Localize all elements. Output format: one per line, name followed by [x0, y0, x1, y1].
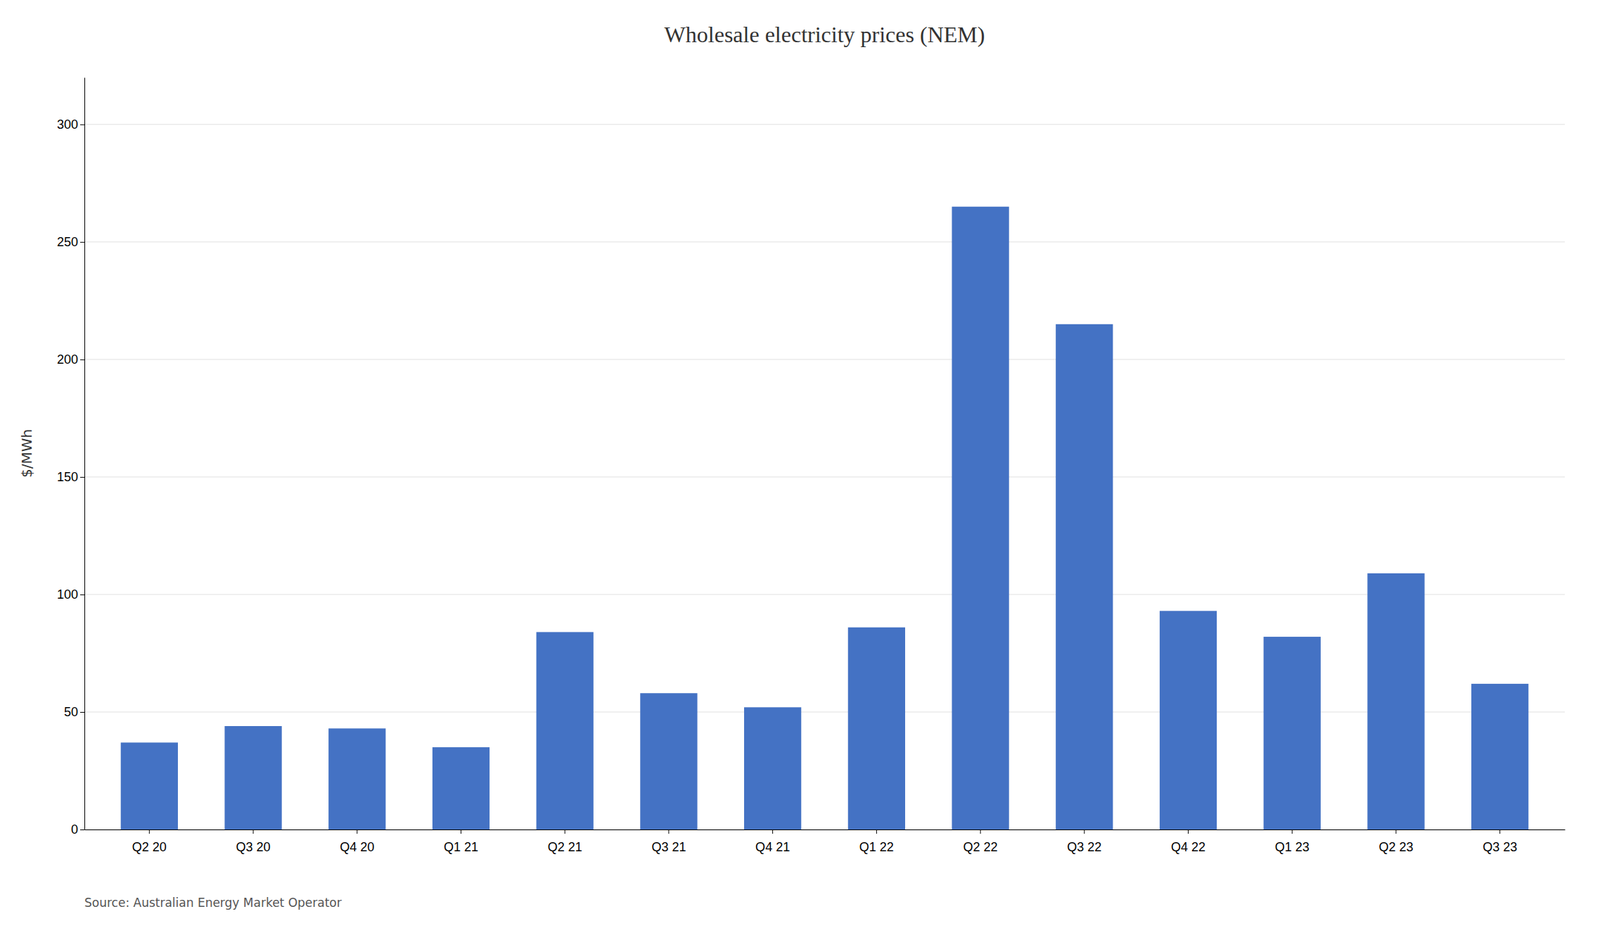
bars	[120, 206, 1529, 830]
x-tick-mark	[980, 829, 982, 834]
x-tick-label: Q1 23	[1275, 839, 1310, 854]
x-tick-mark	[876, 829, 878, 834]
grid-line	[84, 829, 1565, 830]
bar	[1471, 683, 1529, 830]
y-tick-label: 50	[64, 704, 79, 719]
bar	[640, 692, 697, 830]
bar	[848, 627, 906, 830]
x-tick-mark	[564, 829, 566, 834]
y-tick-mark	[80, 829, 85, 830]
y-tick: 150	[56, 469, 85, 484]
y-tick-label: 100	[56, 587, 79, 602]
grid-line	[84, 593, 1565, 595]
x-tick-mark	[1291, 829, 1293, 834]
bar	[951, 206, 1009, 830]
x-tick: Q2 21	[547, 829, 583, 854]
y-tick-mark	[80, 711, 85, 713]
x-tick-label: Q4 22	[1170, 839, 1206, 854]
x-tick-mark	[149, 829, 150, 834]
y-tick: 200	[56, 352, 85, 367]
y-tick-label: 200	[56, 352, 79, 367]
y-axis-line	[84, 78, 86, 830]
y-tick: 250	[56, 234, 85, 249]
y-tick: 0	[71, 822, 85, 837]
grid-line	[84, 358, 1565, 360]
x-tick-label: Q3 22	[1066, 839, 1102, 854]
x-tick-label: Q1 22	[859, 839, 894, 854]
plot: 050100150200250300Q2 20Q3 20Q4 20Q1 21Q2…	[56, 78, 1566, 854]
x-tick-label: Q3 23	[1482, 839, 1518, 854]
bar	[432, 746, 490, 830]
x-tick-mark	[772, 829, 773, 834]
x-tick: Q4 22	[1170, 829, 1206, 854]
x-tick-label: Q2 21	[547, 839, 583, 854]
x-axis: Q2 20 Q3 20 Q4 20 Q1 21 Q2 21 Q3 21 Q4 21 Q1 22…	[85, 829, 1566, 854]
y-tick-label: 300	[56, 117, 79, 132]
x-tick: Q3 22	[1066, 829, 1102, 854]
bar	[1055, 324, 1113, 830]
grid-line	[84, 711, 1565, 712]
y-axis: 0 50 100 150 200 250 300	[56, 78, 86, 837]
grid-line	[84, 241, 1565, 242]
bar	[1159, 610, 1217, 830]
x-tick-label: Q2 20	[132, 839, 167, 854]
bar	[120, 741, 178, 830]
x-tick-label: Q2 22	[963, 839, 998, 854]
x-tick-mark	[668, 829, 669, 834]
y-tick-label: 250	[56, 234, 79, 249]
x-tick-label: Q2 23	[1378, 839, 1413, 854]
y-tick-label: 0	[71, 822, 79, 837]
x-tick-mark	[460, 829, 462, 834]
bar	[1367, 573, 1425, 830]
bar	[744, 706, 802, 830]
x-tick-mark	[253, 829, 254, 834]
x-tick: Q2 23	[1378, 829, 1413, 854]
x-tick-label: Q3 21	[651, 839, 686, 854]
x-tick-label: Q4 20	[339, 839, 375, 854]
bar	[328, 727, 386, 830]
x-tick: Q3 20	[236, 829, 271, 854]
x-tick-mark	[356, 829, 358, 834]
x-tick: Q3 23	[1482, 829, 1518, 854]
x-tick-label: Q3 20	[236, 839, 271, 854]
y-tick-mark	[80, 241, 85, 243]
y-tick-mark	[80, 359, 85, 361]
x-tick: Q4 20	[339, 829, 375, 854]
y-tick: 300	[56, 117, 85, 132]
y-tick: 100	[56, 587, 85, 602]
title: Wholesale electricity prices (NEM)	[664, 21, 986, 48]
y-tick-mark	[80, 594, 85, 595]
x-tick: Q1 23	[1275, 829, 1310, 854]
chart: 050100150200250300Q2 20Q3 20Q4 20Q1 21Q2…	[0, 0, 1600, 928]
x-tick-mark	[1499, 829, 1501, 834]
y-tick-label: 150	[56, 469, 79, 484]
bar	[1263, 636, 1321, 830]
x-tick: Q2 20	[132, 829, 167, 854]
bar	[224, 725, 282, 830]
x-tick: Q1 22	[859, 829, 894, 854]
x-tick-mark	[1187, 829, 1189, 834]
x-tick: Q3 21	[651, 829, 686, 854]
y-tick-mark	[80, 476, 85, 478]
grid-line	[84, 476, 1565, 477]
x-tick-label: Q4 21	[755, 839, 790, 854]
y-tick: 50	[64, 704, 85, 719]
y-tick-mark	[80, 124, 85, 126]
x-axis-line	[85, 829, 1566, 830]
source: Source: Australian Energy Market Operato…	[84, 895, 342, 910]
bar	[536, 631, 594, 830]
x-tick: Q4 21	[755, 829, 790, 854]
grid	[84, 124, 1565, 830]
x-tick-label: Q1 21	[443, 839, 479, 854]
x-tick: Q1 21	[443, 829, 479, 854]
x-tick: Q2 22	[963, 829, 998, 854]
x-tick-mark	[1083, 829, 1085, 834]
x-tick-mark	[1395, 829, 1397, 834]
y-axis-title: $/MWh	[18, 429, 36, 478]
grid-line	[84, 123, 1565, 125]
